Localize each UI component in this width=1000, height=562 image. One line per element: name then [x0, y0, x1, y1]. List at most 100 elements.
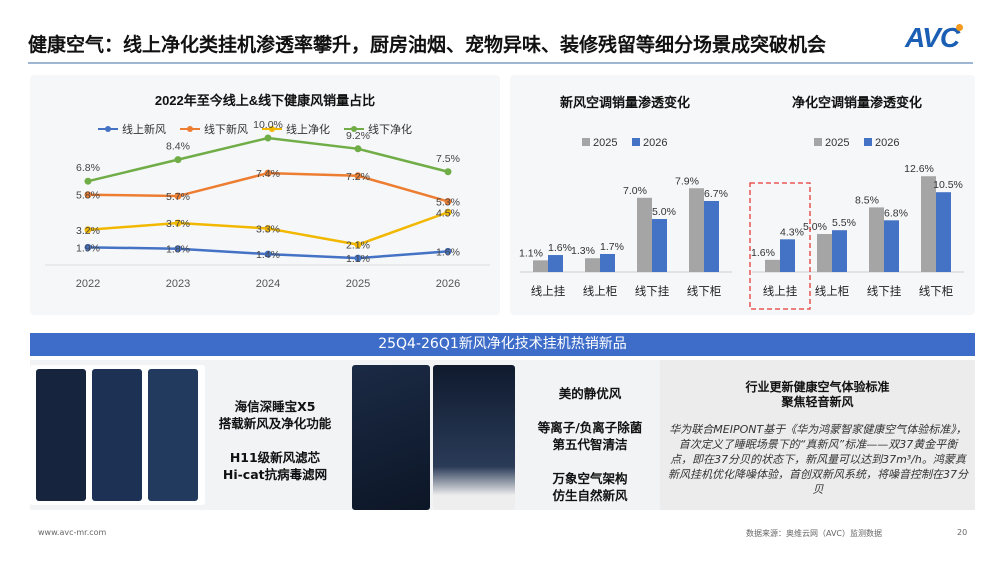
- data-point: [264, 224, 272, 232]
- data-label: 7.5%: [436, 153, 460, 165]
- data-label: 3.2%: [76, 225, 100, 237]
- data-point: [444, 168, 452, 176]
- line-chart-panel: 2022年至今线上&线下健康风销量占比线上新风 线下新风 线上净化 线下净化 2022 2…: [30, 75, 500, 315]
- data-point: [174, 156, 182, 164]
- data-point: [444, 247, 452, 255]
- data-label: 1.6%: [548, 242, 572, 254]
- highlight-box: [749, 182, 811, 310]
- midea-image-2: [433, 365, 515, 510]
- data-point: [444, 197, 452, 205]
- text-line: [205, 432, 345, 449]
- legend-marker: [187, 126, 193, 132]
- data-label: 1.7%: [600, 241, 624, 253]
- footer-source: 数据来源：奥维云网（AVC）监测数据: [746, 529, 883, 538]
- data-point: [84, 177, 92, 185]
- bar: [704, 200, 719, 272]
- page-number: 20: [957, 528, 968, 537]
- data-point: [264, 134, 272, 142]
- data-label: 5.3%: [436, 196, 460, 208]
- data-label: 10.0%: [253, 119, 283, 131]
- legend-swatch: [814, 138, 822, 146]
- legend-label: 2026: [643, 137, 667, 149]
- data-label: 4.3%: [780, 226, 804, 238]
- hisense-description: 海信深睡宝X5 搭载新风及净化功能 H11级新风滤芯 Hi-cat抗病毒滤网: [205, 398, 345, 483]
- x-tick-label: 2024: [256, 278, 280, 290]
- x-tick-label: 线上挂: [531, 284, 566, 298]
- chart-title: 净化空调销量渗透变化: [792, 95, 922, 110]
- data-point: [174, 192, 182, 200]
- avc-logo: AVC: [905, 22, 964, 54]
- data-label: 6.8%: [76, 162, 100, 174]
- legend-label: 线下净化: [368, 122, 412, 136]
- text-line: 第五代智清洁: [552, 437, 628, 452]
- bar: [533, 260, 548, 272]
- text-line: 万象空气架构: [552, 471, 628, 486]
- huawei-box: 行业更新健康空气体验标准 聚焦轻音新风 华为联合MEIPONT基于《华为鸿蒙智家健…: [660, 360, 975, 510]
- legend-label: 2025: [593, 137, 617, 149]
- data-label: 7.0%: [623, 185, 647, 197]
- data-label: 5.5%: [832, 217, 856, 229]
- data-label: 1.8%: [166, 244, 190, 256]
- bar: [817, 234, 832, 272]
- data-label: 3.7%: [166, 218, 190, 230]
- legend-swatch: [864, 138, 872, 146]
- page-title: 健康空气：线上净化类挂机渗透率攀升，厨房油烟、宠物异味、装修残留等细分场景成突破…: [28, 34, 827, 56]
- bar: [884, 220, 899, 272]
- data-point: [354, 172, 362, 180]
- x-tick-label: 2026: [436, 278, 460, 290]
- data-point: [84, 243, 92, 251]
- legend-label: 线上净化: [286, 122, 330, 136]
- text-line: 聚焦轻音新风: [781, 395, 854, 409]
- data-point: [354, 241, 362, 249]
- data-label: 5.7%: [166, 191, 190, 203]
- data-point: [264, 169, 272, 177]
- section-banner: 25Q4-26Q1新风净化技术挂机热销新品: [30, 333, 975, 356]
- bar: [869, 207, 884, 272]
- x-tick-label: 线下挂: [635, 284, 670, 298]
- x-tick-label: 线上挂: [763, 284, 798, 298]
- data-label: 1.1%: [346, 253, 370, 265]
- data-point: [444, 208, 452, 216]
- x-tick-label: 线下柜: [919, 284, 954, 298]
- x-tick-label: 线下挂: [867, 284, 902, 298]
- data-label: 10.5%: [933, 179, 963, 191]
- legend-marker: [269, 126, 275, 132]
- bar: [936, 192, 951, 272]
- text-line: 搭载新风及净化功能: [218, 416, 332, 431]
- footer-url[interactable]: www.avc-mr.com: [38, 528, 107, 537]
- x-tick-label: 2022: [76, 278, 100, 290]
- data-label: 3.3%: [256, 223, 280, 235]
- text-line: 海信深睡宝X5: [234, 399, 316, 414]
- midea-description: 美的静优风 等离子/负离子除菌 第五代智清洁 万象空气架构 仿生自然新风: [520, 385, 660, 504]
- data-point: [354, 145, 362, 153]
- x-tick-label: 线上柜: [815, 284, 850, 298]
- data-label: 6.8%: [884, 207, 908, 219]
- legend-label: 线下新风: [204, 122, 248, 136]
- huawei-title: 行业更新健康空气体验标准 聚焦轻音新风: [660, 380, 975, 410]
- bar: [765, 259, 780, 272]
- data-label: 5.0%: [652, 206, 676, 218]
- text-line: 行业更新健康空气体验标准: [745, 380, 890, 394]
- bar-charts: 新风空调销量渗透变化 2025 2026 1.1% 1.6% 线上挂 1.3% 1.7% 线上柜…: [519, 95, 964, 310]
- legend-label: 线上新风: [122, 122, 166, 136]
- legend-swatch: [582, 138, 590, 146]
- legend-label: 2025: [825, 137, 849, 149]
- data-label: 8.5%: [855, 194, 879, 206]
- bar: [585, 258, 600, 272]
- bar-chart-panel: 新风空调销量渗透变化 2025 2026 1.1% 1.6% 线上挂 1.3% 1.7% 线上柜…: [510, 75, 975, 315]
- header-divider: [28, 62, 973, 64]
- x-tick-label: 线上柜: [583, 284, 618, 298]
- data-label: 9.2%: [346, 130, 370, 142]
- x-tick-label: 2025: [346, 278, 370, 290]
- data-label: 5.0%: [803, 221, 827, 233]
- bar: [600, 253, 615, 272]
- data-point: [84, 226, 92, 234]
- data-label: 7.4%: [256, 168, 280, 180]
- legend-swatch: [632, 138, 640, 146]
- chart-title: 2022年至今线上&线下健康风销量占比: [155, 93, 375, 108]
- data-label: 1.4%: [256, 249, 280, 261]
- data-label: 6.7%: [704, 188, 728, 200]
- bar: [780, 239, 795, 272]
- text-line: H11级新风滤芯: [229, 450, 321, 465]
